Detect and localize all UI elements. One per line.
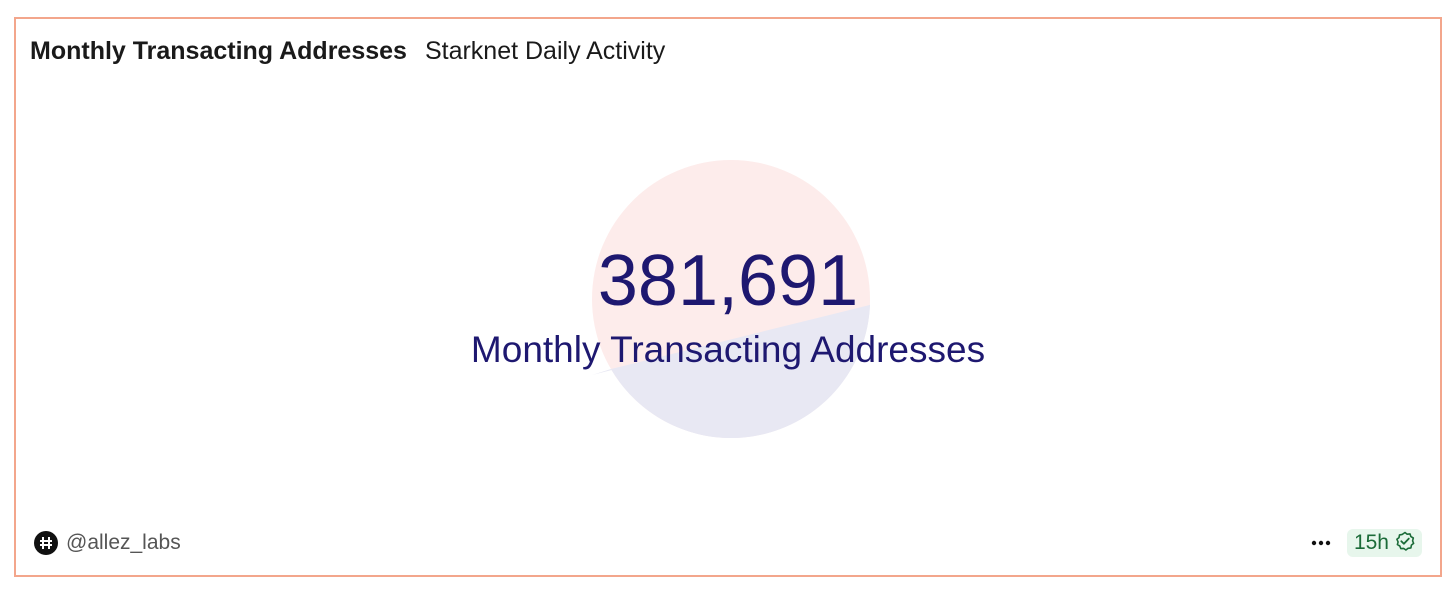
freshness-text: 15h	[1353, 531, 1389, 554]
freshness-badge[interactable]: 15h	[1346, 529, 1422, 557]
author-info[interactable]: @allez_labs	[34, 531, 181, 555]
widget-title[interactable]: Monthly Transacting Addresses	[30, 37, 407, 65]
counter-label: Monthly Transacting Addresses	[470, 329, 986, 370]
widget-footer-actions: 15h	[1309, 529, 1422, 557]
background-pie-decoration	[592, 160, 870, 438]
widget-header: Monthly Transacting Addresses Starknet D…	[30, 37, 665, 66]
more-options-icon[interactable]	[1309, 529, 1333, 557]
dashboard-name[interactable]: Starknet Daily Activity	[424, 37, 666, 65]
author-username[interactable]: @allez_labs	[66, 531, 181, 554]
counter-value: 381,691	[597, 241, 859, 321]
counter-widget-card: Monthly Transacting Addresses Starknet D…	[14, 17, 1442, 577]
verified-check-icon	[1395, 531, 1415, 556]
allez-logo-icon	[34, 531, 58, 555]
